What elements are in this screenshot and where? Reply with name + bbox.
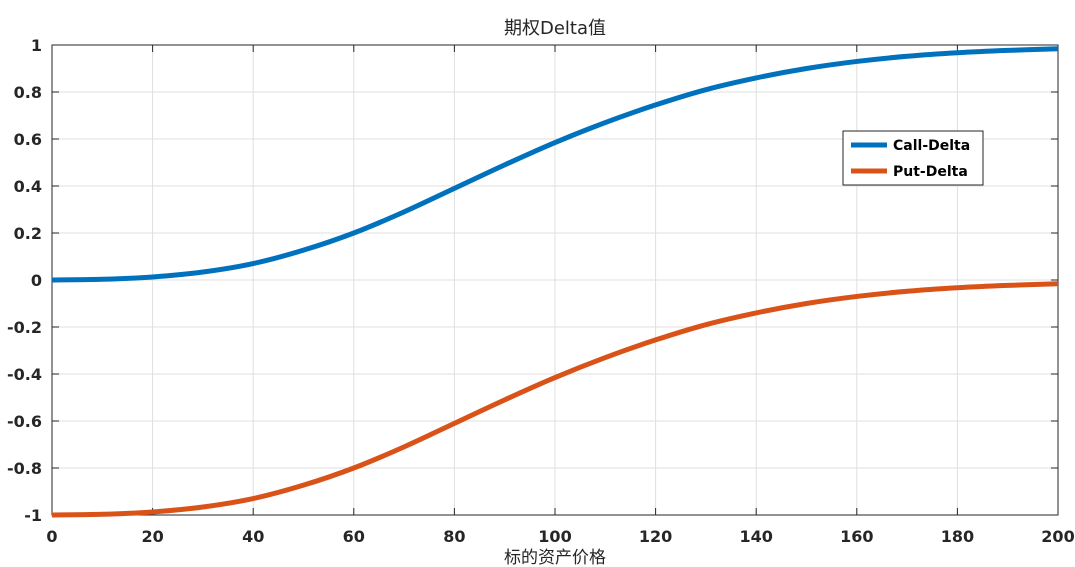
legend: Call-Delta Put-Delta xyxy=(842,130,984,186)
y-tick-label: -1 xyxy=(24,506,42,525)
legend-box xyxy=(842,130,984,186)
x-tick-labels: 0 20 40 60 80 100 120 140 160 180 200 xyxy=(46,527,1074,546)
x-tick-label: 80 xyxy=(443,527,465,546)
y-tick-label: 0 xyxy=(31,271,42,290)
x-tick-label: 0 xyxy=(46,527,57,546)
x-tick-label: 20 xyxy=(141,527,163,546)
y-tick-labels: 1 0.8 0.6 0.4 0.2 0 -0.2 -0.4 -0.6 -0.8 -1 xyxy=(7,36,42,525)
y-tick-label: 0.2 xyxy=(14,224,42,243)
y-tick-label: -0.4 xyxy=(7,365,42,384)
chart-title: 期权Delta值 xyxy=(504,18,606,39)
y-tick-label: 0.6 xyxy=(14,130,42,149)
x-tick-label: 60 xyxy=(343,527,365,546)
y-tick-label: -0.6 xyxy=(7,412,42,431)
y-tick-label: 1 xyxy=(31,36,42,55)
y-tick-label: 0.4 xyxy=(14,177,42,196)
x-axis-label: 标的资产价格 xyxy=(504,548,606,567)
grid-lines xyxy=(51,44,1059,516)
x-tick-label: 100 xyxy=(538,527,571,546)
series-line-put-delta xyxy=(51,281,1059,518)
x-tick-label: 140 xyxy=(739,527,772,546)
y-tick-label: -0.2 xyxy=(7,318,42,337)
y-tick-label: -0.8 xyxy=(7,459,42,478)
x-tick-label: 160 xyxy=(840,527,873,546)
x-tick-label: 120 xyxy=(639,527,672,546)
x-tick-label: 40 xyxy=(242,527,264,546)
series-lines xyxy=(51,46,1059,518)
x-tick-label: 200 xyxy=(1041,527,1074,546)
legend-label-put-delta: Put-Delta xyxy=(893,164,968,180)
y-tick-label: 0.8 xyxy=(14,83,42,102)
legend-label-call-delta: Call-Delta xyxy=(893,138,970,154)
series-line-call-delta xyxy=(51,46,1059,283)
x-tick-label: 180 xyxy=(941,527,974,546)
